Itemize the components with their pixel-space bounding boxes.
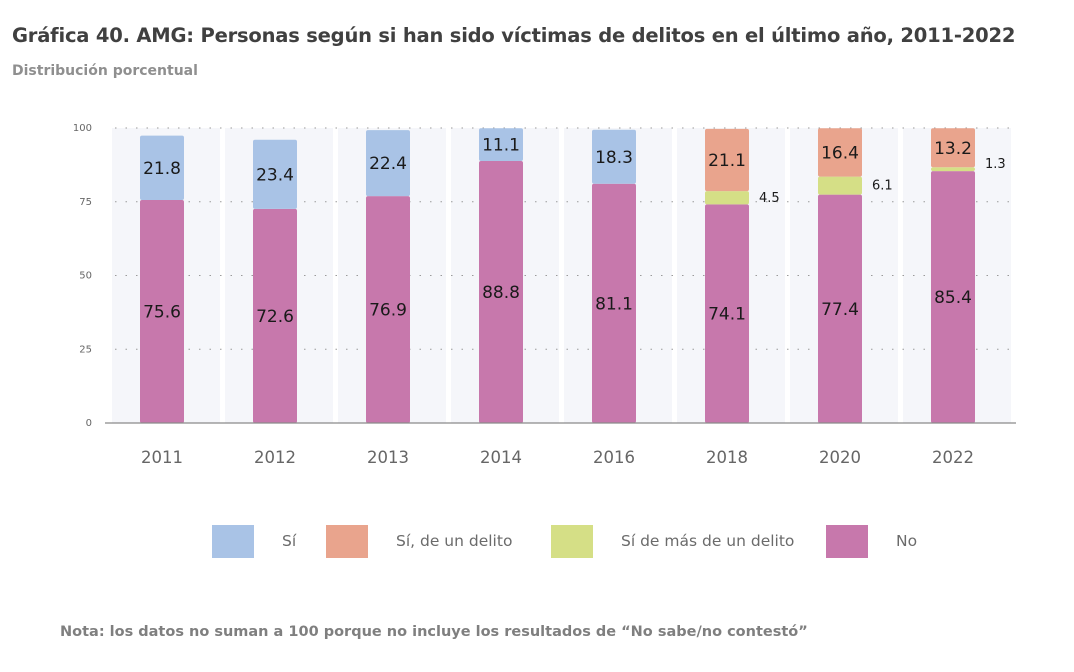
bar-segment-si [140,135,184,200]
bar-segment-no [818,194,862,423]
legend-swatch-si [212,524,254,558]
x-tick-label: 2014 [480,448,522,467]
x-tick-label: 2012 [254,448,296,467]
bar-segment-si-mas-de-un-delito [705,191,749,205]
data-label: 81.1 [595,294,633,314]
bar-segment-no [253,208,297,423]
data-label: 85.4 [934,288,972,308]
legend-label-si-un-delito: Sí, de un delito [396,532,513,550]
bar-segment-no [931,171,975,423]
bar-segment-si-un-delito [931,128,975,168]
data-label: 11.1 [482,136,520,156]
legend-swatch-no [826,524,868,558]
chart-note: Nota: los datos no suman a 100 porque no… [60,624,808,640]
y-tick-label: 50 [79,271,92,282]
legend-item-si-un-delito: Sí, de un delito [326,524,512,558]
data-label: 21.8 [143,159,181,179]
bar-segment-si-un-delito [818,128,862,177]
data-label: 88.8 [482,283,520,303]
chart-title: Gráfica 40. AMG: Personas según si han s… [12,24,1016,47]
x-tick-label: 2011 [141,448,183,467]
bar-segment-no [366,196,410,423]
bar-segment-si-mas-de-un-delito [931,167,975,172]
bar-segment-no [140,199,184,423]
bar-segment-no [705,204,749,423]
legend-item-si: Sí [212,524,296,558]
stacked-bar-chart: 0 25 50 75 100 75.6 21.8 2011 72.6 23.4 2012 76.9 22… [73,123,1016,467]
bar-segment-si [253,139,297,209]
legend-item-si-mas-de-un-delito: Sí de más de un delito [551,524,794,558]
legend-label-si: Sí [282,532,297,550]
bar-segment-no [592,183,636,423]
x-tick-label: 2013 [367,448,409,467]
y-tick-label: 75 [79,197,92,208]
data-label: 6.1 [872,179,893,194]
data-label: 21.1 [708,151,746,171]
legend-label-si-mas-de-un-delito: Sí de más de un delito [621,532,795,550]
data-label: 23.4 [256,165,294,185]
bar-segment-si-mas-de-un-delito [818,176,862,195]
data-label: 72.6 [256,307,294,327]
y-tick-label: 0 [86,418,92,429]
data-label: 76.9 [369,301,407,321]
bar-segment-no [479,161,523,424]
data-label: 1.3 [985,157,1006,172]
chart-legend: Sí Sí, de un delito Sí de más de un deli… [0,524,1074,558]
bar-segment-si [592,129,636,184]
data-label: 18.3 [595,148,633,168]
chart-subtitle: Distribución porcentual [12,63,198,79]
data-label: 16.4 [821,143,859,163]
data-label: 77.4 [821,300,859,320]
x-tick-label: 2022 [932,448,974,467]
data-label: 4.5 [759,191,780,206]
bar-segment-si [479,128,523,162]
y-tick-label: 25 [79,344,92,355]
legend-swatch-si-un-delito [326,524,368,558]
legend-item-no: No [826,524,917,558]
data-label: 75.6 [143,302,181,322]
data-label: 13.2 [934,139,972,159]
bar-segment-si-un-delito [705,128,749,192]
data-label: 74.1 [708,305,746,325]
x-tick-label: 2018 [706,448,748,467]
data-label: 22.4 [369,154,407,174]
bar-segment-si [366,130,410,197]
x-tick-label: 2016 [593,448,635,467]
x-tick-label: 2020 [819,448,861,467]
legend-label-no: No [896,532,918,550]
legend-swatch-si-mas-de-un-delito [551,524,593,558]
y-tick-label: 100 [73,123,92,134]
